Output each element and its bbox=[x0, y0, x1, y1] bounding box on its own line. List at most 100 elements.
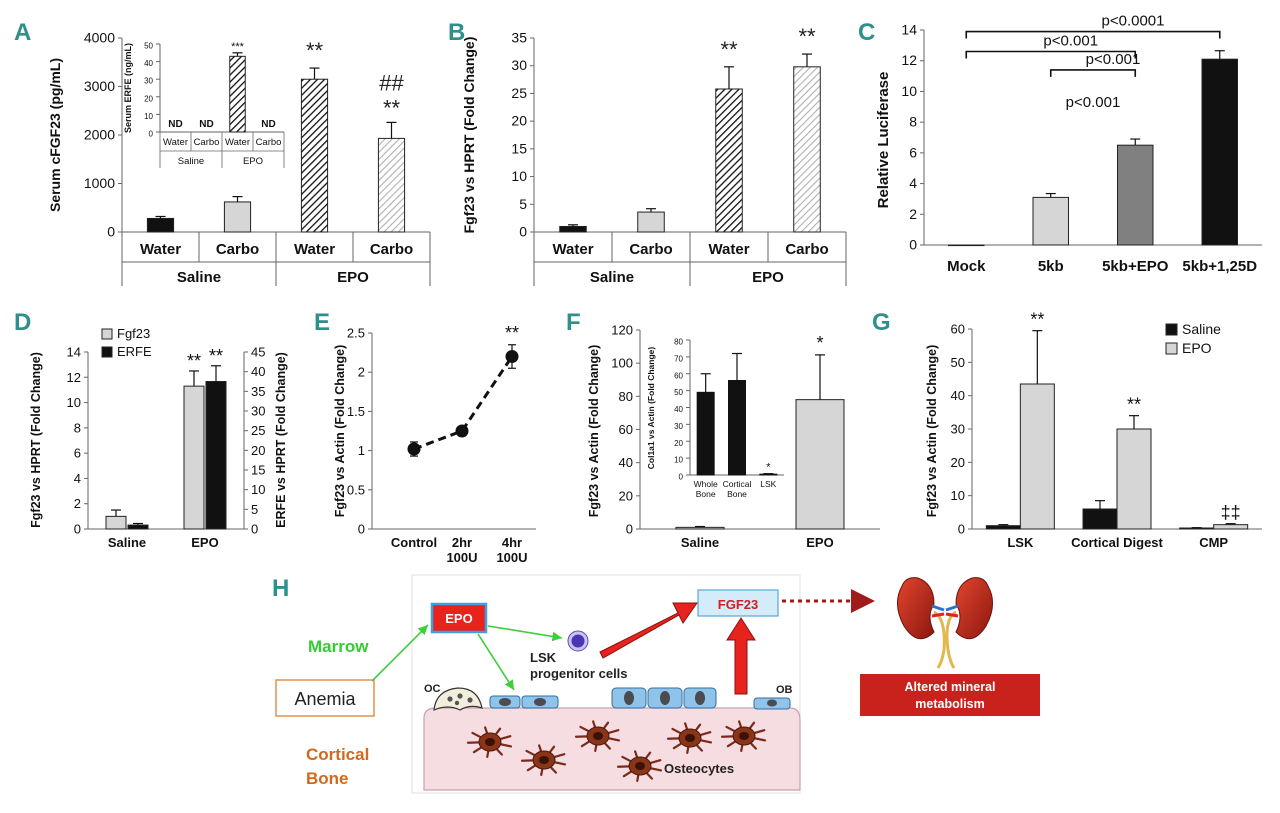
osteocyte-nucleus bbox=[685, 734, 695, 742]
panel-b-significance: ** bbox=[720, 37, 738, 62]
panel-c-category-label: Mock bbox=[947, 258, 986, 275]
osteocyte-nucleus bbox=[539, 756, 549, 764]
panel-f-bar bbox=[675, 526, 725, 530]
panel-c-y-tick-label: 2 bbox=[909, 206, 917, 222]
outcome-box bbox=[860, 674, 1040, 716]
panel-letter-F: F bbox=[566, 309, 581, 336]
panel-d-y-tick-label: 12 bbox=[67, 370, 81, 385]
panel-d-bar bbox=[183, 385, 205, 530]
panel-a-significance: ** bbox=[306, 38, 324, 63]
panel-g-bar bbox=[1116, 428, 1152, 530]
panel-g-y-tick-label: 50 bbox=[951, 355, 965, 370]
panel-letter-H: H bbox=[272, 575, 289, 602]
panel-f-inset-bar bbox=[759, 473, 778, 476]
panel-d-bar bbox=[105, 515, 127, 530]
panel-f-inset-y-tick-label: 50 bbox=[674, 388, 683, 397]
panel-g-y-tick-label: 30 bbox=[951, 422, 965, 437]
panel-c-bracket-label: p<0.001 bbox=[1043, 33, 1098, 50]
panel-c-y-tick-label: 8 bbox=[909, 114, 917, 130]
panel-b-bar bbox=[715, 88, 743, 233]
panel-d-bar bbox=[127, 524, 149, 530]
panel-c-bracket bbox=[965, 30, 1221, 39]
panel-d-y-tick-label: 10 bbox=[67, 395, 81, 410]
panel-b-bar bbox=[559, 225, 587, 233]
oc-label: OC bbox=[424, 683, 441, 695]
panel-e-category-label: 2hr 100U bbox=[446, 535, 477, 565]
anemia-box bbox=[275, 679, 375, 717]
panel-e-y-tick-label: 0 bbox=[358, 522, 365, 537]
panel-g-legend-label: EPO bbox=[1182, 340, 1212, 356]
panel-b-category-label: Carbo bbox=[785, 241, 828, 258]
panel-d-legend-label: ERFE bbox=[117, 344, 152, 359]
panel-b-group-label: Saline bbox=[590, 269, 634, 286]
panel-letter-G: G bbox=[872, 309, 891, 336]
panel-c-y-tick-label: 4 bbox=[909, 175, 917, 191]
panel-letter-E: E bbox=[314, 309, 330, 336]
panel-g-legend-swatch bbox=[1165, 342, 1178, 355]
cortical-label: Cortical bbox=[306, 745, 369, 764]
panel-a-category-label: Carbo bbox=[370, 241, 413, 258]
panel-f-y-tick-label: 0 bbox=[626, 522, 633, 537]
panel-d-significance: ** bbox=[209, 346, 223, 366]
panel-letter-C: C bbox=[858, 19, 875, 46]
panel-g-y-tick-label: 60 bbox=[951, 322, 965, 337]
osteocyte-nucleus bbox=[635, 762, 645, 770]
panel-b-category-label: Water bbox=[708, 241, 749, 258]
panel-g-category-label: CMP bbox=[1199, 535, 1228, 550]
panel-a-inset-significance: *** bbox=[231, 41, 245, 53]
panel-a-y-tick-label: 4000 bbox=[84, 30, 115, 46]
panel-c-bracket bbox=[1049, 69, 1137, 77]
panel-b-y-tick-label: 10 bbox=[511, 168, 527, 184]
panel-a-inset-nd-label: ND bbox=[261, 119, 275, 130]
panel-g-y-tick-label: 10 bbox=[951, 488, 965, 503]
panel-b-y-label: Fgf23 vs HPRT (Fold Change) bbox=[461, 37, 477, 234]
panel-g-significance: ** bbox=[1030, 310, 1044, 330]
panel-f-inset-bar bbox=[728, 380, 746, 476]
panel-e-point bbox=[407, 442, 421, 456]
panel-c-category-label: 5kb+EPO bbox=[1102, 258, 1169, 275]
panel-f-y-tick-label: 40 bbox=[619, 455, 633, 470]
outcome-line-2: metabolism bbox=[915, 697, 984, 711]
panel-d-right-y-tick-label: 10 bbox=[251, 482, 265, 497]
panel-a-inset-nd-label: ND bbox=[199, 119, 213, 130]
osteocyte-nucleus bbox=[739, 732, 749, 740]
panel-a-inset-y-tick-label: 20 bbox=[144, 94, 153, 103]
fgf23-box-label: FGF23 bbox=[718, 597, 758, 612]
panel-b-significance: ** bbox=[798, 24, 816, 49]
panel-d-y-tick-label: 6 bbox=[74, 446, 81, 461]
panel-f-inset-category-label: Whole Bone bbox=[694, 479, 718, 499]
panel-d-right-y-tick-label: 5 bbox=[251, 502, 258, 517]
panel-f-inset-y-tick-label: 70 bbox=[674, 354, 683, 363]
panel-b-bar bbox=[793, 66, 821, 233]
panel-a-inset-category-label: Water bbox=[163, 137, 188, 148]
panel-d-y-tick-label: 8 bbox=[74, 420, 81, 435]
lsk-label: LSK bbox=[530, 650, 557, 665]
panel-e-point bbox=[455, 424, 469, 438]
panel-a-inset-bar bbox=[229, 55, 246, 133]
panel-a-significance: ## ** bbox=[379, 70, 404, 120]
panel-e-significance: ** bbox=[505, 323, 519, 343]
panel-a-inset-category-label: Carbo bbox=[256, 137, 282, 148]
ob-label: OB bbox=[776, 684, 793, 696]
panel-a-group-label: EPO bbox=[337, 269, 369, 286]
panel-d-y-tick-label: 4 bbox=[74, 471, 81, 486]
panel-b-y-tick-label: 0 bbox=[519, 224, 527, 240]
panel-letter-D: D bbox=[14, 309, 31, 336]
panel-e-y-tick-label: 1 bbox=[358, 443, 365, 458]
panel-c-y-tick-label: 14 bbox=[901, 22, 917, 38]
panel-d-significance: ** bbox=[187, 351, 201, 371]
panel-a-bar bbox=[223, 201, 252, 233]
panel-f-bar bbox=[795, 399, 845, 530]
fgf23-box bbox=[697, 589, 779, 617]
panel-b-y-tick-label: 20 bbox=[511, 113, 527, 129]
panel-a-category-label: Carbo bbox=[216, 241, 259, 258]
panel-a-bar bbox=[377, 137, 406, 233]
panel-c-category-label: 5kb+1,25D bbox=[1182, 258, 1257, 275]
panel-c-bracket-label: p<0.001 bbox=[1066, 94, 1121, 111]
panel-e-y-label: Fgf23 vs Actin (Fold Change) bbox=[333, 345, 347, 517]
panel-f-inset-category-label: Cortical Bone bbox=[723, 479, 752, 499]
panel-a-inset-nd-label: ND bbox=[168, 119, 182, 130]
panel-a-inset-y-tick-label: 0 bbox=[149, 130, 154, 139]
panel-h-diagram: Anemia Marrow Cortical Bone EPO LSK prog… bbox=[275, 574, 1040, 794]
outcome-line-1: Altered mineral bbox=[904, 680, 995, 694]
